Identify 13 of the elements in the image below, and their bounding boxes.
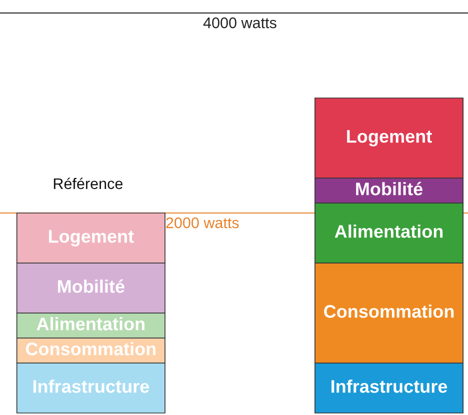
series-label: Alimentation <box>36 317 144 330</box>
series-label: Mobilité <box>356 182 422 196</box>
series-label: Logement <box>48 230 134 246</box>
text: Infrastructure <box>332 380 448 393</box>
text: Mobilité <box>58 279 124 293</box>
ref-line-label: 2000 watts <box>166 217 239 228</box>
x-tick-label: Référence <box>54 178 123 190</box>
ref-line-label: 4000 watts <box>203 17 276 28</box>
series-label: Consommation <box>26 342 156 356</box>
text: Logement <box>347 130 432 146</box>
text: Consommation <box>324 304 454 318</box>
series-label: Infrastructure <box>33 380 149 393</box>
text: Alimentation <box>334 224 443 238</box>
